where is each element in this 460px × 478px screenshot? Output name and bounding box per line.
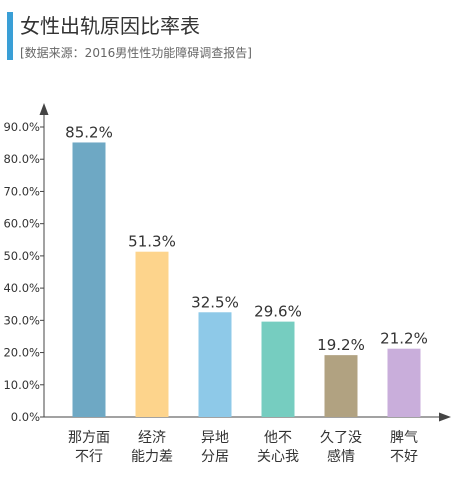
chart-title: 女性出轨原因比率表 bbox=[20, 14, 200, 38]
y-axis-arrow bbox=[39, 103, 49, 115]
y-tick-label: 90.0% bbox=[3, 120, 40, 134]
x-category-label: 异地 bbox=[201, 430, 229, 446]
y-tick-label: 40.0% bbox=[3, 281, 40, 295]
x-category-label: 他不 bbox=[264, 430, 292, 446]
x-category-label: 感情 bbox=[327, 448, 355, 465]
y-tick-label: 80.0% bbox=[3, 152, 40, 166]
x-category-label: 久了没 bbox=[320, 430, 362, 446]
bar-value-label: 21.2% bbox=[380, 330, 428, 348]
x-category-label: 经济 bbox=[138, 430, 166, 446]
x-category-label: 不行 bbox=[75, 449, 103, 465]
y-tick-label: 20.0% bbox=[3, 346, 40, 360]
bar bbox=[387, 348, 421, 417]
bars bbox=[72, 142, 421, 417]
y-tick-label: 0.0% bbox=[11, 410, 40, 424]
x-category-label: 能力差 bbox=[131, 449, 173, 465]
bar bbox=[198, 312, 232, 417]
y-tick-label: 50.0% bbox=[3, 249, 40, 263]
bar bbox=[135, 251, 169, 417]
bar bbox=[72, 142, 106, 417]
y-tick-label: 60.0% bbox=[3, 217, 40, 231]
value-labels: 85.2% 51.3% 32.5% 29.6% 19.2% 21.2% bbox=[65, 123, 428, 354]
bar-value-label: 85.2% bbox=[65, 123, 113, 141]
x-category-label: 关心我 bbox=[257, 449, 299, 465]
x-category-label: 脾气 bbox=[390, 430, 418, 446]
x-category-label: 分居 bbox=[201, 449, 229, 465]
chart-axes bbox=[39, 103, 451, 422]
bar-value-label: 29.6% bbox=[254, 303, 302, 321]
x-category-label: 那方面 bbox=[68, 430, 110, 446]
bar-value-label: 19.2% bbox=[317, 336, 365, 354]
bar bbox=[324, 355, 358, 417]
chart-subtitle: [数据来源：2016男性性功能障碍调查报告] bbox=[20, 46, 252, 60]
title-accent-bar bbox=[7, 12, 13, 60]
bar-value-label: 51.3% bbox=[128, 233, 176, 251]
y-tick-label: 70.0% bbox=[3, 184, 40, 198]
bar-value-label: 32.5% bbox=[191, 293, 239, 311]
y-tick-label: 30.0% bbox=[3, 313, 40, 327]
x-category-label: 不好 bbox=[390, 449, 418, 465]
x-axis-arrow bbox=[439, 412, 451, 422]
y-tick-label: 10.0% bbox=[3, 378, 40, 392]
bar bbox=[261, 321, 295, 417]
y-ticks: 0.0% 10.0% 20.0% 30.0% 40.0% 50.0% 60.0% 70.0% 8… bbox=[3, 120, 44, 424]
